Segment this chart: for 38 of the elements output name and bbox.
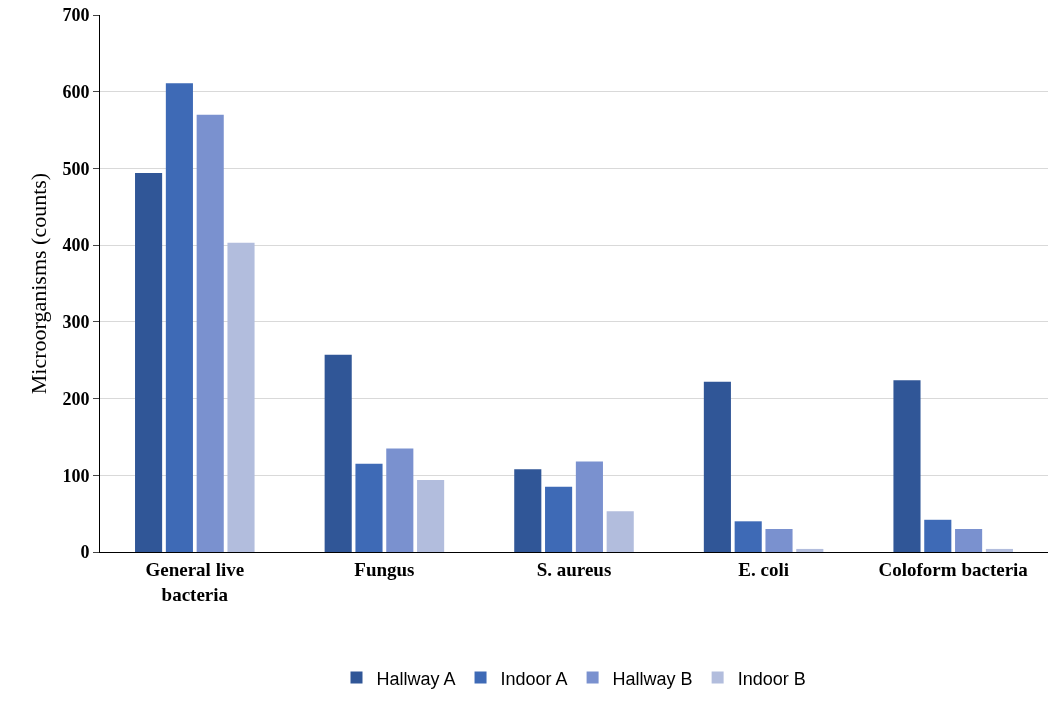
bar (545, 486, 573, 552)
y-tick-label: 0 (80, 542, 90, 563)
y-tick-label: 500 (62, 158, 90, 179)
bar (893, 380, 921, 552)
y-tick-label: 400 (62, 235, 90, 256)
bar (227, 242, 255, 552)
x-tick-label: E. coli (738, 558, 789, 580)
x-tick-label: Coloform bacteria (878, 558, 1029, 580)
legend-label: Indoor A (500, 668, 568, 689)
bar (985, 548, 1013, 552)
bar (703, 381, 731, 552)
x-tick-label: S. aureus (536, 558, 612, 580)
x-tick-label: Fungus (354, 558, 415, 580)
bar (734, 521, 762, 552)
y-tick-label: 700 (62, 5, 90, 26)
bar (924, 519, 952, 552)
legend-label: Hallway A (376, 668, 456, 689)
bar (575, 461, 603, 552)
x-tick-label: General live bacteria (145, 558, 245, 605)
bar (417, 479, 445, 552)
bar (955, 528, 983, 552)
bar (514, 469, 542, 552)
bar (196, 114, 224, 552)
bar (324, 354, 352, 552)
bar (135, 173, 163, 552)
bar (355, 463, 383, 552)
legend-label: Hallway B (612, 668, 693, 689)
bar (796, 548, 824, 552)
bar (165, 83, 193, 552)
y-tick-label: 300 (62, 312, 90, 333)
y-tick-label: 600 (62, 82, 90, 103)
y-axis-title: Microorganisms (counts) (26, 172, 51, 395)
bar (606, 511, 634, 552)
legend-label: Indoor B (737, 668, 806, 689)
bar (386, 448, 414, 552)
bar (765, 528, 793, 552)
y-tick-label: 200 (62, 388, 90, 409)
y-tick-label: 100 (62, 465, 90, 486)
